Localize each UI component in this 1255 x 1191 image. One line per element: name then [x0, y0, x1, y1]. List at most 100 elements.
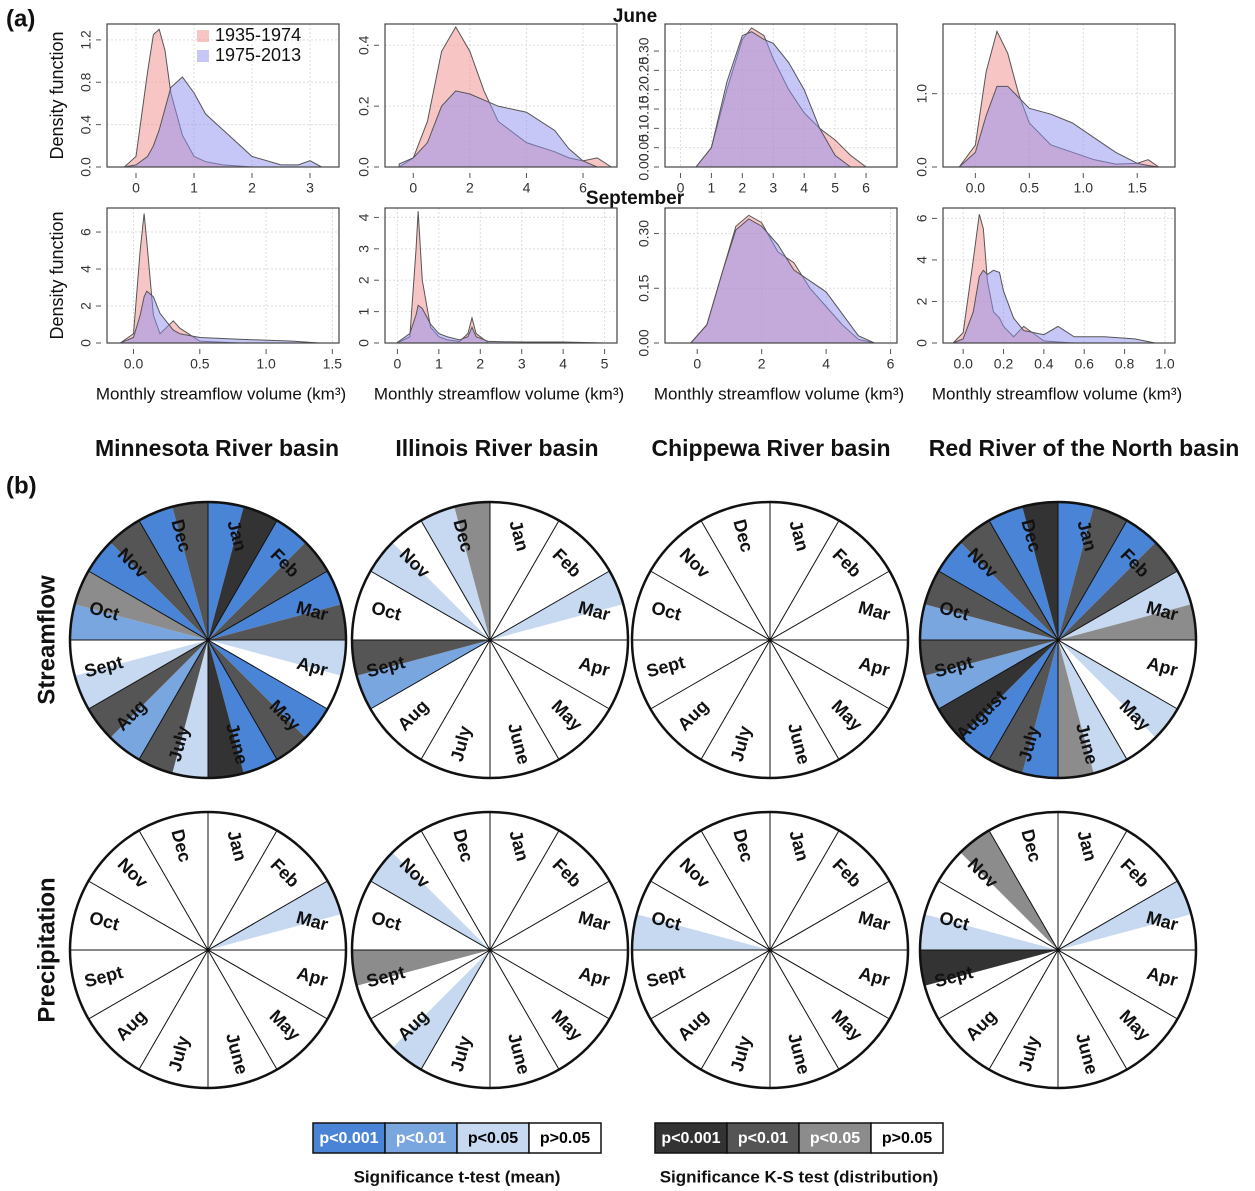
t-test-wedge: [770, 520, 868, 640]
x-tick-label: 1: [708, 180, 716, 196]
density-area: [120, 290, 320, 344]
t-test-wedge: [454, 950, 490, 1088]
legend-title: Significance t-test (mean): [354, 1167, 561, 1186]
ks-test-wedge: [139, 950, 208, 1084]
t-test-wedge: [920, 604, 1058, 640]
x-tick-label: 0.5: [1020, 180, 1040, 196]
y-tick-label: 0.0: [356, 157, 372, 177]
row-title: September: [586, 188, 685, 209]
ks-test-wedge: [370, 950, 490, 1048]
y-tick-label: 0.05: [636, 134, 652, 161]
t-test-wedge: [490, 640, 559, 774]
ks-test-wedge: [924, 571, 1058, 640]
y-tick-label: 0.00: [636, 329, 652, 356]
t-test-wedge: [172, 950, 208, 1088]
y-tick-label: 3: [356, 245, 372, 253]
legend-label: 1975-2013: [215, 45, 301, 65]
t-test-wedge: [490, 640, 610, 738]
y-tick-label: 6: [78, 228, 94, 236]
t-test-wedge: [370, 542, 490, 640]
row-title: June: [613, 6, 657, 27]
x-tick-label: 4: [822, 356, 830, 372]
x-tick-label: 0: [132, 180, 140, 196]
ks-test-wedge: [208, 506, 277, 640]
ks-test-wedge: [74, 881, 208, 950]
density-area: [398, 90, 612, 168]
ks-test-wedge: [490, 950, 526, 1088]
x-tick-label: 4: [559, 356, 567, 372]
x-tick-label: 0: [677, 180, 685, 196]
ks-test-wedge: [490, 852, 610, 950]
y-tick-label: 0.30: [636, 37, 652, 64]
t-test-wedge: [924, 950, 1058, 1019]
t-test-wedge: [490, 640, 628, 676]
x-tick-label: 3: [769, 180, 777, 196]
t-test-wedge: [770, 950, 890, 1048]
x-axis-label: Monthly streamflow volume (km³): [96, 384, 346, 403]
ks-test-wedge: [490, 816, 559, 950]
y-tick-label: 2: [356, 276, 372, 284]
plot-frame: [106, 207, 340, 344]
x-tick-label: 2: [758, 356, 766, 372]
ks-test-wedge: [208, 640, 306, 760]
y-tick-label: 4: [356, 213, 372, 221]
x-tick-label: 6: [887, 356, 895, 372]
ks-test-wedge: [770, 950, 868, 1070]
ks-test-wedge: [960, 520, 1058, 640]
t-test-wedge: [770, 640, 839, 774]
panel-label: (b): [6, 472, 37, 499]
x-tick-label: 0.2: [994, 356, 1014, 372]
t-test-wedge: [770, 830, 868, 950]
plot-frame: [106, 23, 340, 168]
x-tick-label: 6: [862, 180, 870, 196]
ks-test-wedge: [1058, 640, 1192, 709]
t-test-wedge: [490, 950, 559, 1084]
t-test-wedge: [1058, 812, 1094, 950]
t-test-wedge: [1022, 640, 1058, 778]
t-test-wedge: [392, 640, 490, 760]
t-test-wedge: [208, 881, 342, 950]
ks-test-wedge: [1058, 914, 1196, 950]
t-test-wedge: [920, 914, 1058, 950]
t-test-wedge: [88, 852, 208, 950]
ks-test-wedge: [632, 640, 770, 676]
y-tick-label: 0.20: [636, 76, 652, 103]
wheel-outline: [350, 810, 630, 1090]
t-test-wedge: [650, 542, 770, 640]
t-test-wedge: [1022, 950, 1058, 1088]
ks-test-wedge: [370, 640, 490, 738]
ks-test-wedge: [208, 542, 328, 640]
legend-label: p<0.001: [319, 1130, 378, 1147]
ks-test-wedge: [490, 950, 624, 1019]
t-test-wedge: [1058, 571, 1192, 640]
ks-test-wedge: [490, 542, 610, 640]
y-tick-label: 0.00: [636, 153, 652, 180]
x-tick-label: 0.6: [1074, 356, 1094, 372]
t-test-wedge: [88, 542, 208, 640]
y-tick-label: 1: [356, 308, 372, 316]
t-test-wedge: [734, 950, 770, 1088]
t-test-wedge: [770, 640, 908, 676]
y-tick-label: 0.2: [356, 96, 372, 116]
x-tick-label: 0.8: [1115, 356, 1135, 372]
ks-test-wedge: [421, 640, 490, 774]
divider: [988, 830, 1128, 1070]
t-test-wedge: [490, 881, 624, 950]
divider: [138, 830, 278, 1070]
legend-label: p<0.05: [468, 1130, 518, 1147]
plot-frame: [384, 207, 618, 344]
t-test-wedge: [490, 830, 588, 950]
ks-test-wedge: [770, 640, 904, 709]
t-test-wedge: [392, 950, 490, 1070]
ks-test-wedge: [352, 640, 490, 676]
t-test-wedge: [70, 604, 208, 640]
ks-test-wedge: [356, 571, 490, 640]
ks-test-wedge: [938, 950, 1058, 1048]
t-test-wedge: [454, 640, 490, 778]
t-test-wedge: [208, 640, 277, 774]
t-test-wedge: [989, 816, 1058, 950]
density-area: [689, 218, 875, 344]
divider: [420, 830, 560, 1070]
t-test-wedge: [139, 816, 208, 950]
